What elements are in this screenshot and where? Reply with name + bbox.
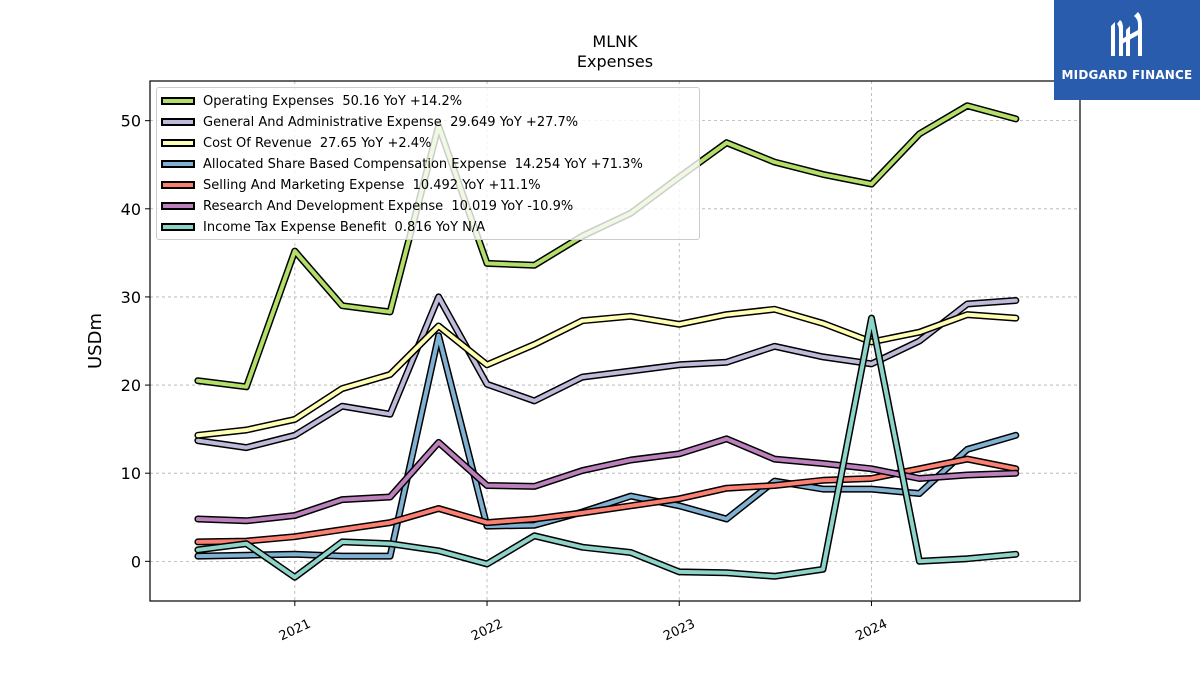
series-line-6	[195, 316, 1018, 580]
x-tick-label: 2022	[469, 617, 505, 645]
legend-label: General And Administrative Expense 29.64…	[203, 114, 579, 130]
legend-swatch	[161, 139, 195, 147]
y-tick-label: 30	[121, 288, 141, 307]
y-axis-label: USDm	[85, 313, 106, 369]
legend-label: Selling And Marketing Expense 10.492 YoY…	[203, 177, 541, 193]
legend-label: Income Tax Expense Benefit 0.816 YoY N/A	[203, 219, 486, 235]
series-lines	[194, 102, 1020, 581]
logo-mark-icon	[1111, 12, 1142, 56]
x-tick-label: 2023	[661, 617, 697, 645]
legend-label: Cost Of Revenue 27.65 YoY +2.4%	[203, 135, 432, 151]
logo-text: MIDGARD FINANCE	[1061, 68, 1193, 82]
legend-swatch	[161, 202, 195, 210]
legend-swatch	[161, 223, 195, 231]
legend-label: Research And Development Expense 10.019 …	[203, 198, 574, 214]
y-tick-label: 20	[121, 376, 141, 395]
legend-swatch	[161, 181, 195, 189]
legend-item: Income Tax Expense Benefit 0.816 YoY N/A	[161, 218, 485, 236]
legend-item: Research And Development Expense 10.019 …	[161, 197, 573, 215]
legend-swatch	[161, 97, 195, 105]
legend-label: Operating Expenses 50.16 YoY +14.2%	[203, 93, 463, 109]
legend-label: Allocated Share Based Compensation Expen…	[203, 156, 643, 172]
brand-logo: MIDGARD FINANCE	[1054, 0, 1200, 100]
series-line-2	[195, 307, 1018, 438]
y-tick-label: 0	[131, 552, 141, 571]
legend-item: Operating Expenses 50.16 YoY +14.2%	[161, 92, 462, 110]
series-line-3	[195, 333, 1018, 559]
series-line-5	[195, 436, 1018, 523]
plot-frame	[149, 80, 1081, 602]
legend-swatch	[161, 118, 195, 126]
y-tick-label: 10	[121, 464, 141, 483]
legend: Operating Expenses 50.16 YoY +14.2% Gener…	[156, 87, 700, 240]
legend-item: Allocated Share Based Compensation Expen…	[161, 155, 643, 173]
series-line-4	[195, 457, 1018, 544]
chart-title: MLNK	[592, 32, 638, 51]
legend-item: Selling And Marketing Expense 10.492 YoY…	[161, 176, 541, 194]
x-tick-label: 2021	[277, 617, 313, 645]
legend-item: Cost Of Revenue 27.65 YoY +2.4%	[161, 134, 431, 152]
y-tick-label: 50	[121, 112, 141, 131]
y-tick-label: 40	[121, 200, 141, 219]
x-tick-label: 2024	[854, 617, 890, 645]
legend-item: General And Administrative Expense 29.64…	[161, 113, 578, 131]
legend-swatch	[161, 160, 195, 168]
chart-subtitle: Expenses	[576, 52, 654, 71]
